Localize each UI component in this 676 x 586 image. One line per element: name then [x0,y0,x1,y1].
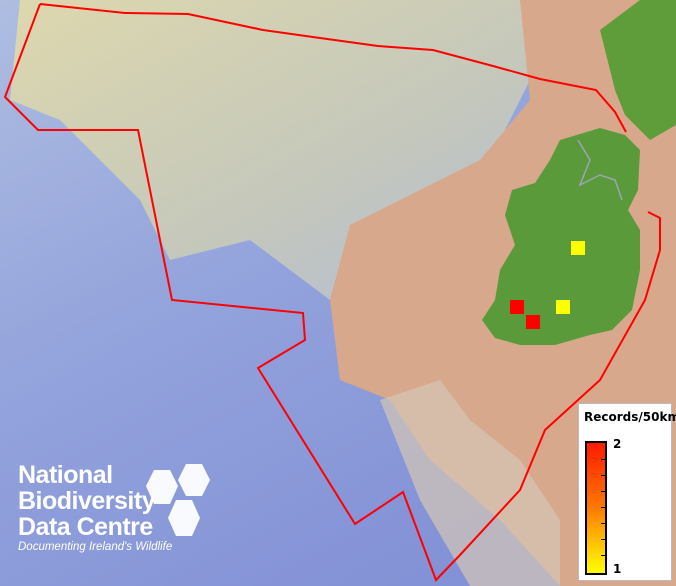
border-line [577,139,623,201]
ireland-land [482,128,640,345]
color-ramp [585,441,607,575]
legend-min-label: 1 [613,562,622,576]
rockall-bank [10,0,540,300]
eez-boundary-south [3,3,661,582]
legend-title: Records/50km [584,410,676,424]
record-square[interactable] [556,300,570,314]
nbdc-logo: National Biodiversity Data Centre Docume… [18,461,210,553]
logo-line-3: Data Centre [18,513,153,541]
logo-line-2: Biodiversity [18,487,156,515]
legend-max-label: 2 [613,437,622,451]
eez-boundary-north [39,3,627,133]
record-square[interactable] [526,315,540,329]
record-square[interactable] [510,300,524,314]
scotland-land [600,0,676,140]
logo-line-1: National [18,461,113,489]
logo-tagline: Documenting Ireland's Wildlife [18,541,173,553]
shelf-slope [380,380,560,586]
legend: Records/50km 2 1 [578,403,676,581]
record-square[interactable] [571,241,585,255]
logo-hexagons-icon [146,464,210,536]
